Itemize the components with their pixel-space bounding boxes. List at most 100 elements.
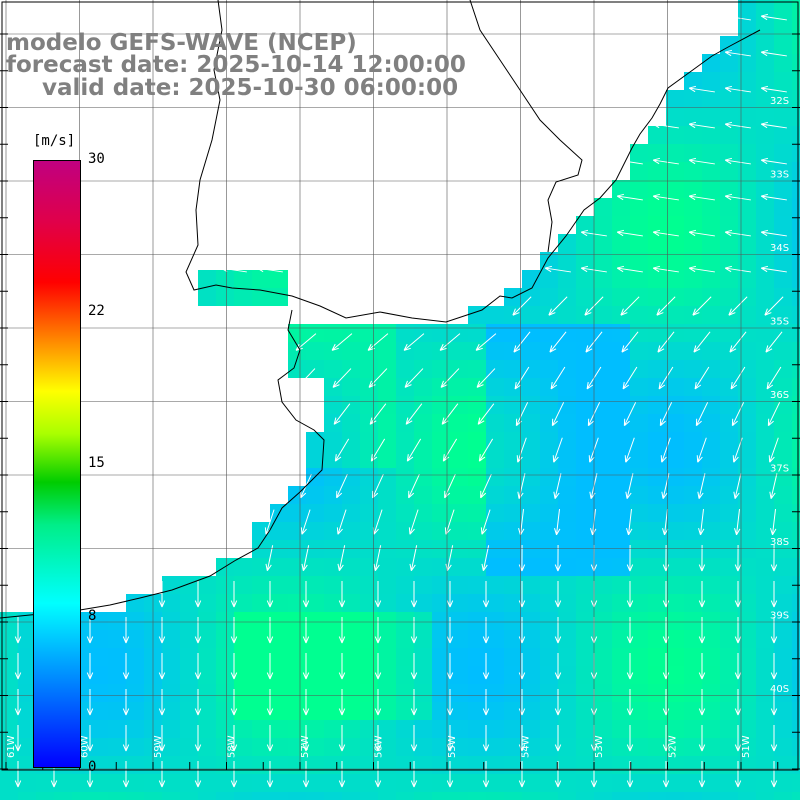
wind-speed-cell	[630, 162, 648, 180]
wind-speed-cell	[774, 378, 792, 396]
wind-speed-cell	[774, 36, 792, 54]
wind-speed-cell	[720, 360, 738, 378]
wind-speed-cell	[378, 414, 396, 432]
wind-speed-cell	[666, 504, 684, 522]
wind-speed-cell	[234, 576, 252, 594]
wind-speed-cell	[612, 792, 630, 800]
wind-arrow	[194, 581, 202, 608]
wind-speed-cell	[630, 792, 648, 800]
wind-speed-cell	[450, 540, 468, 558]
wind-speed-cell	[450, 486, 468, 504]
wind-speed-cell	[756, 198, 774, 216]
wind-speed-cell	[378, 486, 396, 504]
wind-speed-cell	[342, 684, 360, 702]
wind-speed-cell	[540, 702, 558, 720]
wind-speed-cell	[216, 738, 234, 756]
wind-arrow	[338, 653, 346, 680]
wind-speed-cell	[432, 702, 450, 720]
wind-speed-cell	[648, 252, 666, 270]
wind-speed-cell	[756, 270, 774, 288]
wind-speed-cell	[360, 360, 378, 378]
wind-speed-cell	[486, 504, 504, 522]
wind-speed-cell	[450, 324, 468, 342]
wind-speed-cell	[360, 630, 378, 648]
longitude-labels: 61W 60W 59W 58W 57W 56W 55W 54W 53W 52W 51W	[6, 735, 752, 758]
wind-speed-cell	[324, 792, 342, 800]
wind-speed-cell	[774, 108, 792, 126]
wind-speed-cell	[738, 414, 756, 432]
wind-speed-cell	[720, 288, 738, 306]
wind-speed-cell	[756, 90, 774, 108]
wind-speed-cell	[594, 396, 612, 414]
wind-speed-cell	[792, 630, 800, 648]
wind-arrow	[770, 581, 778, 608]
wind-speed-cell	[504, 648, 522, 666]
wind-speed-cell	[108, 738, 126, 756]
wind-speed-cell	[756, 324, 774, 342]
wind-speed-cell	[684, 648, 702, 666]
wind-speed-cell	[450, 630, 468, 648]
wind-arrow	[652, 265, 679, 273]
wind-speed-cell	[540, 612, 558, 630]
colorbar-tick-30: 30	[88, 151, 105, 167]
wind-arrow	[554, 725, 562, 752]
wind-speed-cell	[738, 234, 756, 252]
wind-arrow	[336, 473, 348, 499]
wind-speed-cell	[342, 522, 360, 540]
wind-speed-cell	[288, 594, 306, 612]
wind-speed-cell	[288, 666, 306, 684]
wind-speed-cell	[558, 234, 576, 252]
wind-speed-cell	[756, 342, 774, 360]
wind-speed-cell	[594, 432, 612, 450]
wind-speed-cell	[702, 630, 720, 648]
wind-arrow	[724, 13, 751, 21]
wind-speed-cell	[306, 594, 324, 612]
wind-speed-cell	[234, 792, 252, 800]
wind-speed-cell	[720, 720, 738, 738]
wind-speed-cell	[342, 738, 360, 756]
wind-speed-cell	[468, 450, 486, 468]
wind-speed-cell	[702, 126, 720, 144]
wind-speed-cell	[378, 432, 396, 450]
wind-speed-cell	[252, 612, 270, 630]
wind-speed-cell	[504, 576, 522, 594]
wind-speed-cell	[702, 594, 720, 612]
wind-speed-cell	[540, 378, 558, 396]
wind-speed-cell	[630, 648, 648, 666]
wind-speed-cell	[792, 684, 800, 702]
wind-speed-cell	[576, 288, 594, 306]
wind-speed-cell	[342, 396, 360, 414]
wind-speed-cell	[738, 540, 756, 558]
wind-speed-cell	[792, 252, 800, 270]
wind-speed-cell	[648, 720, 666, 738]
wind-speed-cell	[342, 612, 360, 630]
wind-speed-cell	[324, 594, 342, 612]
wind-speed-cell	[612, 522, 630, 540]
wind-speed-cell	[0, 612, 18, 630]
wind-speed-cell	[504, 522, 522, 540]
wind-arrow	[332, 368, 352, 388]
wind-speed-cell	[792, 594, 800, 612]
wind-arrow	[760, 49, 787, 57]
wind-speed-cell	[738, 180, 756, 198]
wind-speed-cell	[432, 576, 450, 594]
wind-speed-cell	[630, 378, 648, 396]
wind-speed-cell	[306, 450, 324, 468]
wind-speed-cell	[540, 288, 558, 306]
wind-speed-cell	[414, 630, 432, 648]
wind-speed-cell	[486, 342, 504, 360]
wind-speed-cell	[396, 468, 414, 486]
wind-speed-cell	[0, 738, 18, 756]
wind-speed-cell	[576, 486, 594, 504]
wind-speed-cell	[342, 648, 360, 666]
wind-arrow	[544, 265, 571, 273]
wind-speed-cell	[702, 162, 720, 180]
wind-speed-cell	[720, 702, 738, 720]
wind-speed-cell	[486, 594, 504, 612]
wind-speed-cell	[774, 360, 792, 378]
wind-speed-cell	[738, 216, 756, 234]
wind-speed-cell	[576, 558, 594, 576]
wind-speed-cell	[522, 558, 540, 576]
wind-arrow	[14, 725, 22, 752]
wind-speed-cell	[630, 522, 648, 540]
